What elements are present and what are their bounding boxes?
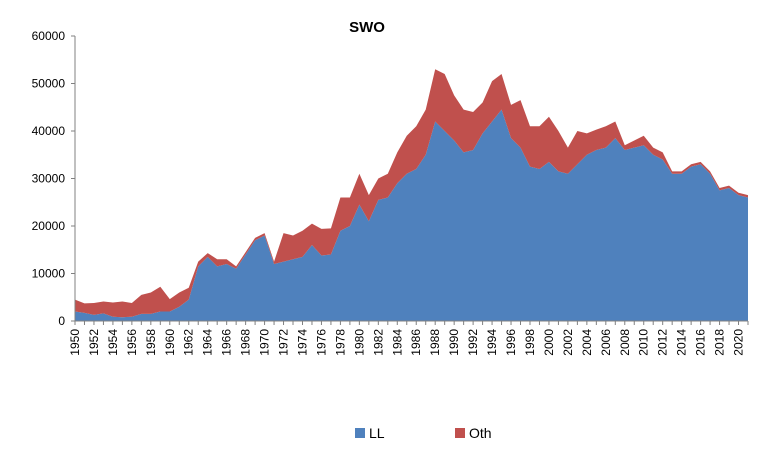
x-tick-label: 1996 (504, 329, 518, 356)
x-axis: 1950 1952 1954 1956 1958 1960 1962 1964 1966 1968… (68, 320, 749, 356)
x-tick-label: 2020 (732, 329, 746, 356)
x-tick-label: 2014 (675, 329, 689, 356)
x-tick-label: 1990 (447, 329, 461, 356)
x-tick-label: 2012 (656, 329, 670, 356)
x-tick-label: 1954 (106, 329, 120, 356)
x-tick-label: 1992 (466, 329, 480, 356)
x-tick-label: 2004 (580, 329, 594, 356)
x-tick-label: 2016 (694, 329, 708, 356)
x-tick-label: 1972 (277, 329, 291, 356)
x-tick-label: 1986 (409, 329, 423, 356)
x-tick-label: 1976 (314, 329, 328, 356)
x-tick-label: 2010 (637, 329, 651, 356)
legend-label-oth: Oth (469, 425, 492, 441)
y-tick-label: 20000 (32, 219, 66, 233)
x-tick-label: 1968 (239, 329, 253, 356)
x-tick-label: 1980 (352, 329, 366, 356)
x-tick-label: 1978 (333, 329, 347, 356)
legend-label-ll: LL (369, 425, 385, 441)
x-tick-label: 1952 (87, 329, 101, 356)
x-tick-label: 1974 (295, 329, 309, 356)
legend: LL Oth (355, 425, 492, 441)
x-tick-label: 2000 (542, 329, 556, 356)
x-tick-label: 1956 (125, 329, 139, 356)
x-tick-label: 2018 (713, 329, 727, 356)
x-tick-label: 2002 (561, 329, 575, 356)
x-tick-label: 1962 (182, 329, 196, 356)
y-tick-label: 0 (58, 314, 65, 328)
chart-title: SWO (349, 19, 385, 36)
y-tick-label: 30000 (32, 172, 66, 186)
area-series-ll (75, 109, 748, 321)
legend-swatch-ll (355, 428, 365, 438)
x-tick-label: 1994 (485, 329, 499, 356)
x-tick-label: 1982 (371, 329, 385, 356)
x-tick-label: 1988 (428, 329, 442, 356)
x-tick-label: 1964 (201, 329, 215, 356)
x-tick-label: 1950 (68, 329, 82, 356)
y-tick-label: 60000 (32, 29, 66, 43)
x-tick-label: 1966 (220, 329, 234, 356)
y-axis: 0 10000 20000 30000 40000 50000 60000 (32, 29, 76, 328)
plot-areas (75, 69, 748, 321)
x-tick-label: 2006 (599, 329, 613, 356)
x-tick-label: 2008 (618, 329, 632, 356)
x-tick-label: 1998 (523, 329, 537, 356)
y-tick-label: 50000 (32, 77, 66, 91)
x-tick-label: 1958 (144, 329, 158, 356)
x-tick-label: 1970 (258, 329, 272, 356)
y-tick-label: 40000 (32, 124, 66, 138)
legend-swatch-oth (455, 428, 465, 438)
y-tick-label: 10000 (32, 267, 66, 281)
x-tick-label: 1960 (163, 329, 177, 356)
x-tick-label: 1984 (390, 329, 404, 356)
